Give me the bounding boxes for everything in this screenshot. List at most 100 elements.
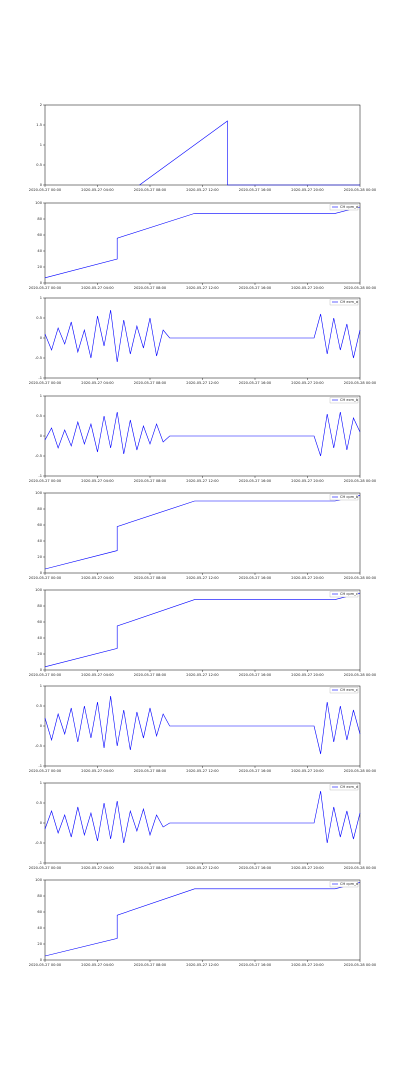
x-tick-label: 2020-05-27 16:00 [239, 576, 272, 580]
y-tick-label: 20 [37, 555, 42, 559]
y-tick-label: 1 [40, 781, 42, 785]
data-line [44, 411, 361, 457]
y-tick-label: 60 [37, 910, 42, 914]
y-tick-label: -0.5 [35, 454, 42, 458]
legend-box [329, 591, 359, 598]
x-tick-label: 2020-05-28 00:00 [344, 479, 377, 483]
x-tick-label: 2020-05-27 00:00 [29, 769, 62, 773]
legend-label: CH ecm_c [340, 688, 358, 692]
x-tick-label: 2020-05-28 00:00 [344, 673, 377, 677]
y-tick-label: 0 [40, 571, 43, 575]
x-tick-label: 2020-05-27 20:00 [291, 673, 324, 677]
data-line [44, 206, 361, 279]
x-tick-label: 2020-05-27 08:00 [134, 479, 167, 483]
x-tick-label: 2020-05-27 20:00 [291, 286, 324, 290]
y-tick-label: -1 [38, 376, 42, 380]
x-tick-label: 2020-05-28 00:00 [344, 963, 377, 967]
y-tick-label: 20 [37, 265, 42, 269]
y-tick-label: 20 [37, 652, 42, 656]
x-tick-label: 2020-05-27 16:00 [239, 188, 272, 192]
x-tick-label: 2020-05-27 08:00 [134, 963, 167, 967]
x-tick-label: 2020-05-27 00:00 [29, 286, 62, 290]
data-line [44, 790, 361, 844]
data-line [44, 309, 361, 363]
legend-box [329, 299, 359, 306]
y-tick-label: 0.5 [36, 316, 42, 320]
x-tick-label: 2020-05-27 20:00 [291, 381, 324, 385]
x-tick-label: 2020-05-27 12:00 [186, 673, 219, 677]
x-tick-label: 2020-05-27 04:00 [81, 286, 114, 290]
x-tick-label: 2020-05-27 16:00 [239, 479, 272, 483]
x-tick-label: 2020-05-27 04:00 [81, 769, 114, 773]
y-tick-label: 80 [37, 894, 42, 898]
y-tick-label: 60 [37, 620, 42, 624]
x-tick-label: 2020-05-28 00:00 [344, 188, 377, 192]
x-tick-label: 2020-05-27 08:00 [134, 188, 167, 192]
y-tick-label: 1.5 [36, 123, 42, 127]
y-tick-label: 0.5 [36, 801, 42, 805]
legend-label: CH cpm_d [340, 882, 358, 886]
data-line [44, 695, 361, 755]
y-tick-label: 100 [35, 878, 43, 882]
x-tick-label: 2020-05-27 00:00 [29, 188, 62, 192]
y-tick-label: 80 [37, 604, 42, 608]
x-tick-label: 2020-05-27 04:00 [81, 963, 114, 967]
x-tick-label: 2020-05-27 04:00 [81, 866, 114, 870]
y-tick-label: 0 [40, 821, 43, 825]
x-tick-label: 2020-05-27 16:00 [239, 381, 272, 385]
x-tick-label: 2020-05-27 08:00 [134, 381, 167, 385]
y-tick-label: -1 [38, 764, 42, 768]
plot-frame [44, 202, 361, 284]
x-tick-label: 2020-05-28 00:00 [344, 769, 377, 773]
x-tick-label: 2020-05-27 16:00 [239, 866, 272, 870]
x-tick-label: 2020-05-27 16:00 [239, 673, 272, 677]
x-tick-label: 2020-05-27 08:00 [134, 866, 167, 870]
y-tick-label: -0.5 [35, 744, 42, 748]
plot-frame [44, 589, 361, 671]
x-tick-label: 2020-05-27 16:00 [239, 963, 272, 967]
x-tick-label: 2020-05-27 20:00 [291, 866, 324, 870]
legend-label: CH cpm_c [340, 592, 358, 596]
x-tick-label: 2020-05-28 00:00 [344, 866, 377, 870]
x-tick-label: 2020-05-27 08:00 [134, 769, 167, 773]
x-tick-label: 2020-05-27 00:00 [29, 673, 62, 677]
y-tick-label: 40 [37, 636, 42, 640]
x-tick-label: 2020-05-27 04:00 [81, 188, 114, 192]
x-tick-label: 2020-05-27 00:00 [29, 479, 62, 483]
x-tick-label: 2020-05-27 12:00 [186, 381, 219, 385]
plot-frame [44, 104, 361, 186]
x-tick-label: 2020-05-28 00:00 [344, 576, 377, 580]
x-tick-label: 2020-05-27 04:00 [81, 673, 114, 677]
x-tick-label: 2020-05-27 12:00 [186, 188, 219, 192]
y-tick-label: 0 [40, 434, 43, 438]
y-tick-label: 0.5 [36, 163, 42, 167]
y-tick-label: 1 [40, 684, 42, 688]
x-tick-label: 2020-05-27 20:00 [291, 769, 324, 773]
legend-label: CH ecm_b [340, 398, 359, 402]
x-tick-label: 2020-05-27 16:00 [239, 769, 272, 773]
legend-label: CH cpm_b [340, 495, 359, 499]
x-tick-label: 2020-05-28 00:00 [344, 286, 377, 290]
y-tick-label: 100 [35, 588, 43, 592]
legend-box [329, 687, 359, 694]
x-tick-label: 2020-05-27 12:00 [186, 576, 219, 580]
legend-label: CH cpm_a [340, 205, 358, 209]
x-tick-label: 2020-05-27 12:00 [186, 963, 219, 967]
x-tick-label: 2020-05-27 12:00 [186, 769, 219, 773]
x-tick-label: 2020-05-27 00:00 [29, 963, 62, 967]
plot-frame [44, 492, 361, 574]
y-tick-label: 20 [37, 942, 42, 946]
data-line [44, 592, 361, 668]
x-tick-label: 2020-05-27 04:00 [81, 576, 114, 580]
legend-box [329, 881, 359, 888]
y-tick-label: 80 [37, 507, 42, 511]
y-tick-label: 1 [40, 394, 42, 398]
x-tick-label: 2020-05-27 12:00 [186, 479, 219, 483]
y-tick-label: 0.5 [36, 704, 42, 708]
legend-label: CH ecm_d [340, 785, 358, 789]
y-tick-label: 2 [40, 103, 42, 107]
y-tick-label: -0.5 [35, 356, 42, 360]
y-tick-label: 0 [40, 724, 43, 728]
x-tick-label: 2020-05-27 16:00 [239, 286, 272, 290]
